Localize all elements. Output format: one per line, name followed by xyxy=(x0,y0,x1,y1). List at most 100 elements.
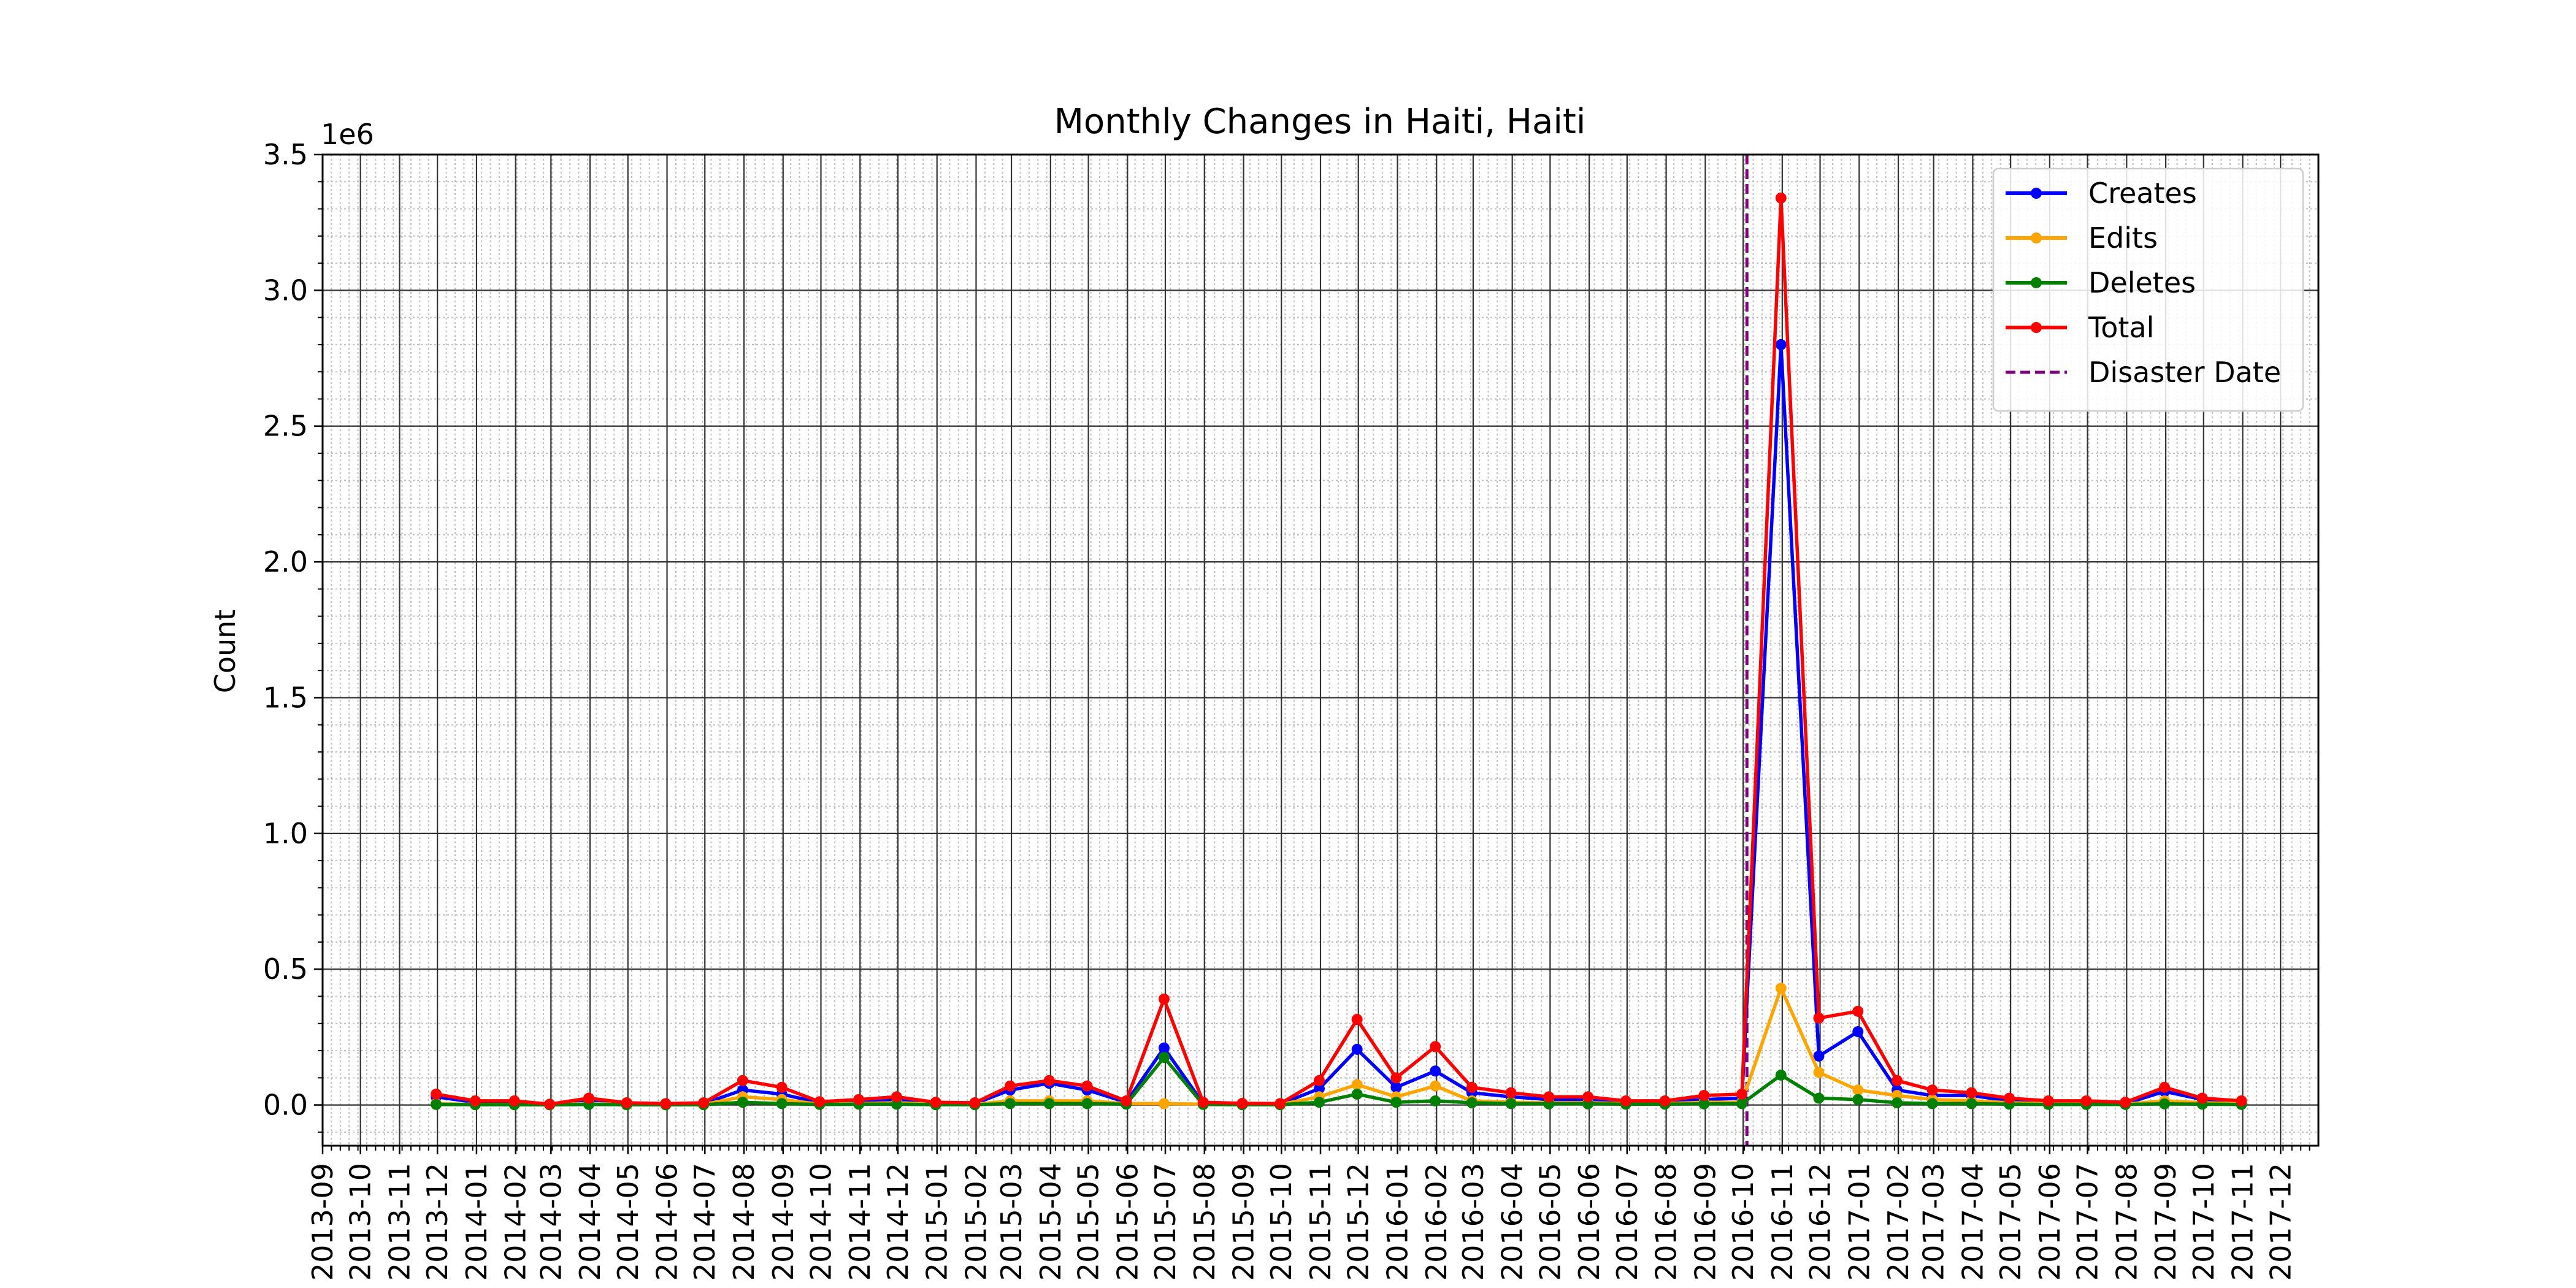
data-point-total xyxy=(1543,1091,1555,1103)
legend-label-total: Total xyxy=(2088,311,2154,344)
data-point-deletes xyxy=(1005,1098,1016,1110)
x-tick-label: 2013-09 xyxy=(306,1163,339,1281)
data-point-total xyxy=(1158,993,1170,1005)
x-tick-label: 2016-05 xyxy=(1533,1163,1566,1281)
x-tick-label: 2016-03 xyxy=(1457,1163,1490,1281)
data-point-total xyxy=(1430,1041,1441,1052)
series-line-creates xyxy=(435,343,2242,1106)
data-point-deletes xyxy=(1891,1097,1903,1109)
data-point-total xyxy=(508,1095,520,1106)
data-point-total xyxy=(2080,1095,2092,1106)
data-point-total xyxy=(1852,1005,1864,1017)
data-point-total xyxy=(2196,1092,2208,1104)
data-point-creates xyxy=(1852,1026,1864,1038)
legend: Creates Edits Deletes Total Disaster Date xyxy=(1992,167,2304,412)
data-point-total xyxy=(1005,1080,1016,1092)
legend-label-deletes: Deletes xyxy=(2088,266,2196,299)
x-tick-label: 2016-10 xyxy=(1727,1163,1760,1281)
x-tick-label: 2015-11 xyxy=(1304,1163,1337,1281)
data-point-total xyxy=(1043,1075,1055,1086)
x-tick-label: 2016-07 xyxy=(1611,1163,1644,1281)
x-tick-label: 2014-10 xyxy=(804,1163,837,1281)
data-point-total xyxy=(891,1091,902,1103)
x-tick-label: 2014-06 xyxy=(651,1163,684,1281)
x-tick-label: 2015-10 xyxy=(1265,1163,1298,1281)
grid-lines xyxy=(321,153,2318,1146)
x-tick-label: 2013-10 xyxy=(344,1163,377,1281)
data-point-total xyxy=(2236,1095,2247,1106)
y-tick-label: 1.5 xyxy=(263,681,308,714)
x-tick-label: 2015-06 xyxy=(1111,1163,1144,1281)
legend-label-creates: Creates xyxy=(2088,177,2197,210)
data-point-total xyxy=(2120,1097,2131,1108)
data-point-edits xyxy=(1852,1084,1864,1096)
data-point-total xyxy=(431,1088,442,1100)
data-point-total xyxy=(969,1097,981,1109)
data-point-total xyxy=(1966,1087,1977,1098)
x-tick-label: 2014-03 xyxy=(534,1163,567,1281)
x-tick-label: 2015-07 xyxy=(1149,1163,1182,1281)
data-point-deletes xyxy=(1775,1069,1787,1081)
x-tick-label: 2014-12 xyxy=(881,1163,914,1281)
data-point-total xyxy=(776,1081,788,1093)
x-tick-label: 2016-08 xyxy=(1650,1163,1683,1281)
data-point-total xyxy=(1313,1075,1325,1086)
data-point-deletes xyxy=(431,1098,442,1110)
data-point-deletes xyxy=(1698,1098,1710,1110)
data-point-deletes xyxy=(1430,1095,1441,1106)
data-point-edits xyxy=(1158,1098,1170,1110)
data-point-total xyxy=(2042,1095,2054,1106)
x-tick-label: 2017-06 xyxy=(2033,1163,2066,1281)
data-point-deletes xyxy=(1466,1097,1478,1109)
y-tick-label: 3.0 xyxy=(263,274,308,307)
data-point-creates xyxy=(1390,1081,1402,1093)
x-tick-label: 2016-06 xyxy=(1573,1163,1606,1281)
data-point-deletes xyxy=(1813,1092,1825,1104)
data-point-total xyxy=(1620,1095,1631,1106)
legend-marker-creates xyxy=(2031,188,2042,199)
y-tick-label: 0.0 xyxy=(263,1089,308,1122)
x-tick-label: 2017-03 xyxy=(1917,1163,1950,1281)
x-tick-label: 2014-01 xyxy=(460,1163,493,1281)
chart-title: Monthly Changes in Haiti, Haiti xyxy=(1054,102,1586,142)
y-tick-label: 1.0 xyxy=(263,817,308,850)
x-tick-label: 2017-08 xyxy=(2110,1163,2143,1281)
data-point-total xyxy=(1197,1097,1209,1108)
data-point-total xyxy=(853,1094,865,1105)
y-axis-offset-label: 1e6 xyxy=(321,118,374,151)
y-tick-label: 2.5 xyxy=(263,410,308,443)
x-tick-label: 2017-05 xyxy=(1994,1163,2027,1281)
x-tick-label: 2015-04 xyxy=(1034,1163,1067,1281)
data-point-deletes xyxy=(1736,1098,1748,1110)
data-point-total xyxy=(2159,1081,2171,1093)
data-point-deletes xyxy=(1351,1088,1363,1100)
x-tick-label: 2015-01 xyxy=(921,1163,954,1281)
x-tick-label: 2015-05 xyxy=(1072,1163,1105,1281)
data-point-creates xyxy=(1351,1043,1363,1055)
legend-box xyxy=(1992,167,2304,412)
data-point-deletes xyxy=(1043,1098,1055,1110)
data-point-total xyxy=(1891,1075,1903,1086)
data-point-creates xyxy=(1430,1065,1441,1077)
legend-marker-deletes xyxy=(2031,277,2042,288)
data-point-total xyxy=(544,1098,556,1110)
data-point-edits xyxy=(1813,1067,1825,1078)
x-tick-label: 2017-07 xyxy=(2071,1163,2104,1281)
data-point-total xyxy=(621,1097,632,1109)
y-axis-label: Count xyxy=(209,610,242,694)
x-tick-label: 2017-12 xyxy=(2264,1163,2297,1281)
data-point-deletes xyxy=(1158,1052,1170,1064)
data-point-deletes xyxy=(1081,1098,1093,1110)
x-tick-label: 2017-09 xyxy=(2149,1163,2182,1281)
x-tick-label: 2017-11 xyxy=(2226,1163,2260,1281)
data-point-edits xyxy=(1775,983,1787,994)
data-point-total xyxy=(737,1075,748,1086)
legend-label-edits: Edits xyxy=(2088,221,2158,255)
x-tick-label: 2014-02 xyxy=(499,1163,532,1281)
x-tick-label: 2015-09 xyxy=(1227,1163,1260,1281)
data-point-deletes xyxy=(1852,1094,1864,1105)
x-tick-label: 2017-01 xyxy=(1842,1163,1876,1281)
data-point-total xyxy=(814,1096,826,1108)
x-tick-label: 2017-02 xyxy=(1882,1163,1915,1281)
